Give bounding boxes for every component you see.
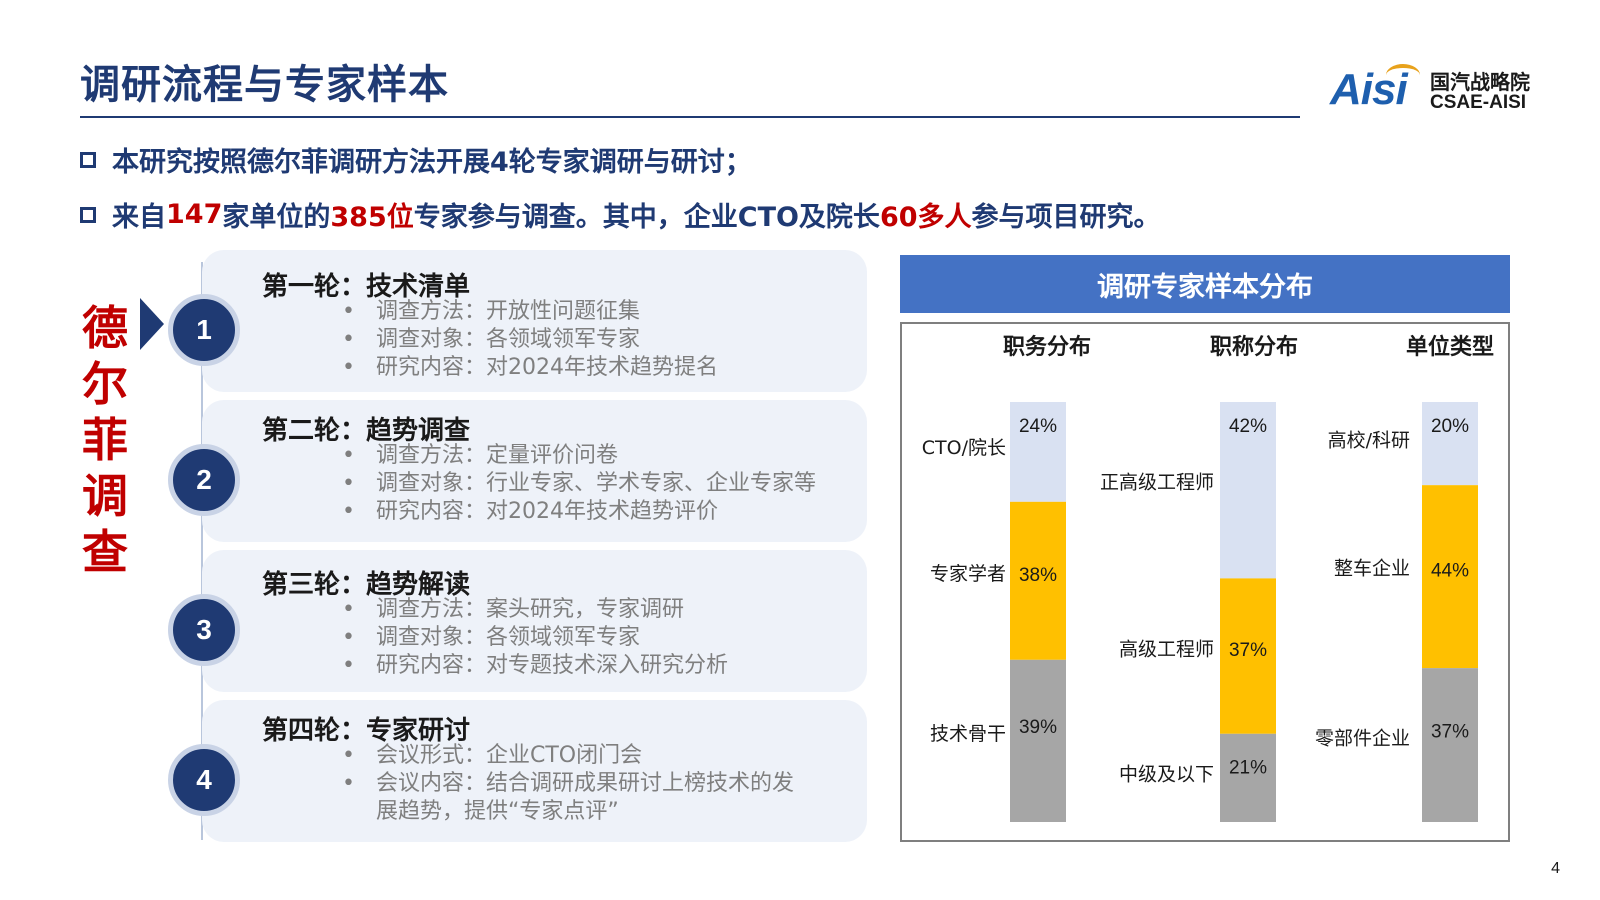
bar-segment <box>1220 733 1276 822</box>
round-number-1: 1 <box>168 294 240 366</box>
bar-segment <box>1220 578 1276 734</box>
bullet-experts: 来自 147 家单位的 385位 专家参与调查。其中，企业CTO及院长 60多人 参与项目研… <box>80 195 1161 234</box>
bar-segment <box>1010 402 1066 502</box>
pointer-triangle-icon <box>140 298 164 350</box>
bar-segment <box>1220 402 1276 579</box>
bullet-text: 本研究按照德尔菲调研方法开展4轮专家调研与研讨； <box>112 147 752 178</box>
chart-title: 职务分布 <box>1003 334 1091 360</box>
logo-arc-icon <box>1386 64 1420 86</box>
category-label: 技术骨干 <box>930 723 1006 745</box>
delphi-label: 德 尔 菲 调 查 <box>80 300 130 580</box>
round-card-2: 第二轮：趋势调查 调查方法：定量评价问卷 调查对象：行业专家、学术专家、企业专家… <box>202 400 867 542</box>
round-title: 第四轮：专家研讨 <box>262 716 471 746</box>
data-label: 21% <box>1229 757 1267 778</box>
round-item: 调查对象：行业专家、学术专家、企业专家等 <box>342 470 816 498</box>
round-item: 会议内容：结合调研成果研讨上榜技术的发展趋势，提供“专家点评” <box>342 770 812 826</box>
chart-panel: 职务分布 24% CTO/院长 38% 专家学者 39% 技术骨干 职称分布 42% 正高级工程师… <box>900 322 1510 842</box>
category-label: CTO/院长 <box>922 437 1006 459</box>
data-label: 37% <box>1229 640 1267 661</box>
delphi-char: 查 <box>82 525 128 579</box>
chart-title: 职称分布 <box>1210 334 1298 360</box>
checkbox-icon <box>80 151 96 168</box>
delphi-char: 调 <box>82 469 128 523</box>
page-title: 调研流程与专家样本 <box>80 62 449 108</box>
delphi-char: 菲 <box>82 413 128 467</box>
data-label: 37% <box>1431 721 1469 742</box>
title-divider <box>80 116 1300 118</box>
data-label: 24% <box>1019 416 1057 437</box>
chart-title: 单位类型 <box>1406 334 1494 360</box>
round-number-4: 4 <box>168 744 240 816</box>
data-label: 42% <box>1229 416 1267 437</box>
page-number: 4 <box>1551 860 1560 877</box>
category-label: 正高级工程师 <box>1100 471 1214 493</box>
highlight-cto: 60多人 <box>879 202 972 233</box>
round-item: 调查对象：各领域领军专家 <box>342 326 718 354</box>
bar-segment <box>1422 668 1478 822</box>
category-label: 高校/科研 <box>1328 429 1410 451</box>
round-card-4: 第四轮：专家研讨 会议形式：企业CTO闭门会 会议内容：结合调研成果研讨上榜技术… <box>202 700 867 842</box>
category-label: 专家学者 <box>930 563 1006 585</box>
logo-text-cn: 国汽战略院 <box>1430 70 1530 94</box>
round-items: 调查方法：定量评价问卷 调查对象：行业专家、学术专家、企业专家等 研究内容：对2… <box>342 442 816 526</box>
round-title: 第二轮：趋势调查 <box>262 416 471 446</box>
stacked-bar-charts: 职务分布 24% CTO/院长 38% 专家学者 39% 技术骨干 职称分布 42% 正高级工程师… <box>922 334 1494 822</box>
round-title: 第一轮：技术清单 <box>262 272 471 302</box>
data-label: 38% <box>1019 565 1057 586</box>
round-item: 调查方法：定量评价问卷 <box>342 442 816 470</box>
round-card-1: 第一轮：技术清单 调查方法：开放性问题征集 调查对象：各领域领军专家 研究内容：… <box>202 250 867 392</box>
category-label: 中级及以下 <box>1119 763 1214 785</box>
category-label: 零部件企业 <box>1315 727 1410 749</box>
round-item: 调查方法：案头研究，专家调研 <box>342 596 728 624</box>
checkbox-icon <box>80 206 96 223</box>
data-label: 20% <box>1431 416 1469 437</box>
round-number-3: 3 <box>168 594 240 666</box>
bullet-rounds: 本研究按照德尔菲调研方法开展4轮专家调研与研讨； <box>80 140 752 179</box>
category-label: 高级工程师 <box>1119 638 1214 660</box>
highlight-units: 147 <box>166 199 223 230</box>
timeline-line <box>201 262 203 840</box>
bullet-text-part: 来自 <box>112 202 166 233</box>
category-label: 整车企业 <box>1334 558 1410 580</box>
round-item: 研究内容：对2024年技术趋势评价 <box>342 498 816 526</box>
round-items: 会议形式：企业CTO闭门会 会议内容：结合调研成果研讨上榜技术的发展趋势，提供“… <box>342 742 812 826</box>
bullet-text-part: 参与项目研究。 <box>971 202 1161 233</box>
round-item: 会议形式：企业CTO闭门会 <box>342 742 812 770</box>
data-label: 39% <box>1019 717 1057 738</box>
round-number-2: 2 <box>168 444 240 516</box>
bullet-text-part: 专家参与调查。其中，企业CTO及院长 <box>413 202 880 233</box>
bar-segment <box>1010 659 1066 822</box>
round-item: 研究内容：对专题技术深入研究分析 <box>342 652 728 680</box>
logo-text-en: CSAE-AISI <box>1430 92 1527 113</box>
bullet-text-part: 家单位的 <box>222 202 331 233</box>
round-item: 研究内容：对2024年技术趋势提名 <box>342 354 718 382</box>
bar-segment <box>1010 501 1066 660</box>
round-items: 调查方法：案头研究，专家调研 调查对象：各领域领军专家 研究内容：对专题技术深入… <box>342 596 728 680</box>
panel-title: 调研专家样本分布 <box>900 255 1510 313</box>
delphi-char: 德 <box>82 301 128 355</box>
data-label: 44% <box>1431 561 1469 582</box>
round-item: 调查方法：开放性问题征集 <box>342 298 718 326</box>
delphi-char: 尔 <box>82 357 128 411</box>
round-card-3: 第三轮：趋势解读 调查方法：案头研究，专家调研 调查对象：各领域领军专家 研究内… <box>202 550 867 692</box>
round-items: 调查方法：开放性问题征集 调查对象：各领域领军专家 研究内容：对2024年技术趋… <box>342 298 718 382</box>
round-item: 调查对象：各领域领军专家 <box>342 624 728 652</box>
bar-segment <box>1422 402 1478 486</box>
bar-segment <box>1422 485 1478 669</box>
logo: Aisi 国汽战略院 CSAE-AISI <box>1330 62 1570 118</box>
round-title: 第三轮：趋势解读 <box>262 570 471 600</box>
highlight-experts: 385位 <box>330 202 414 233</box>
